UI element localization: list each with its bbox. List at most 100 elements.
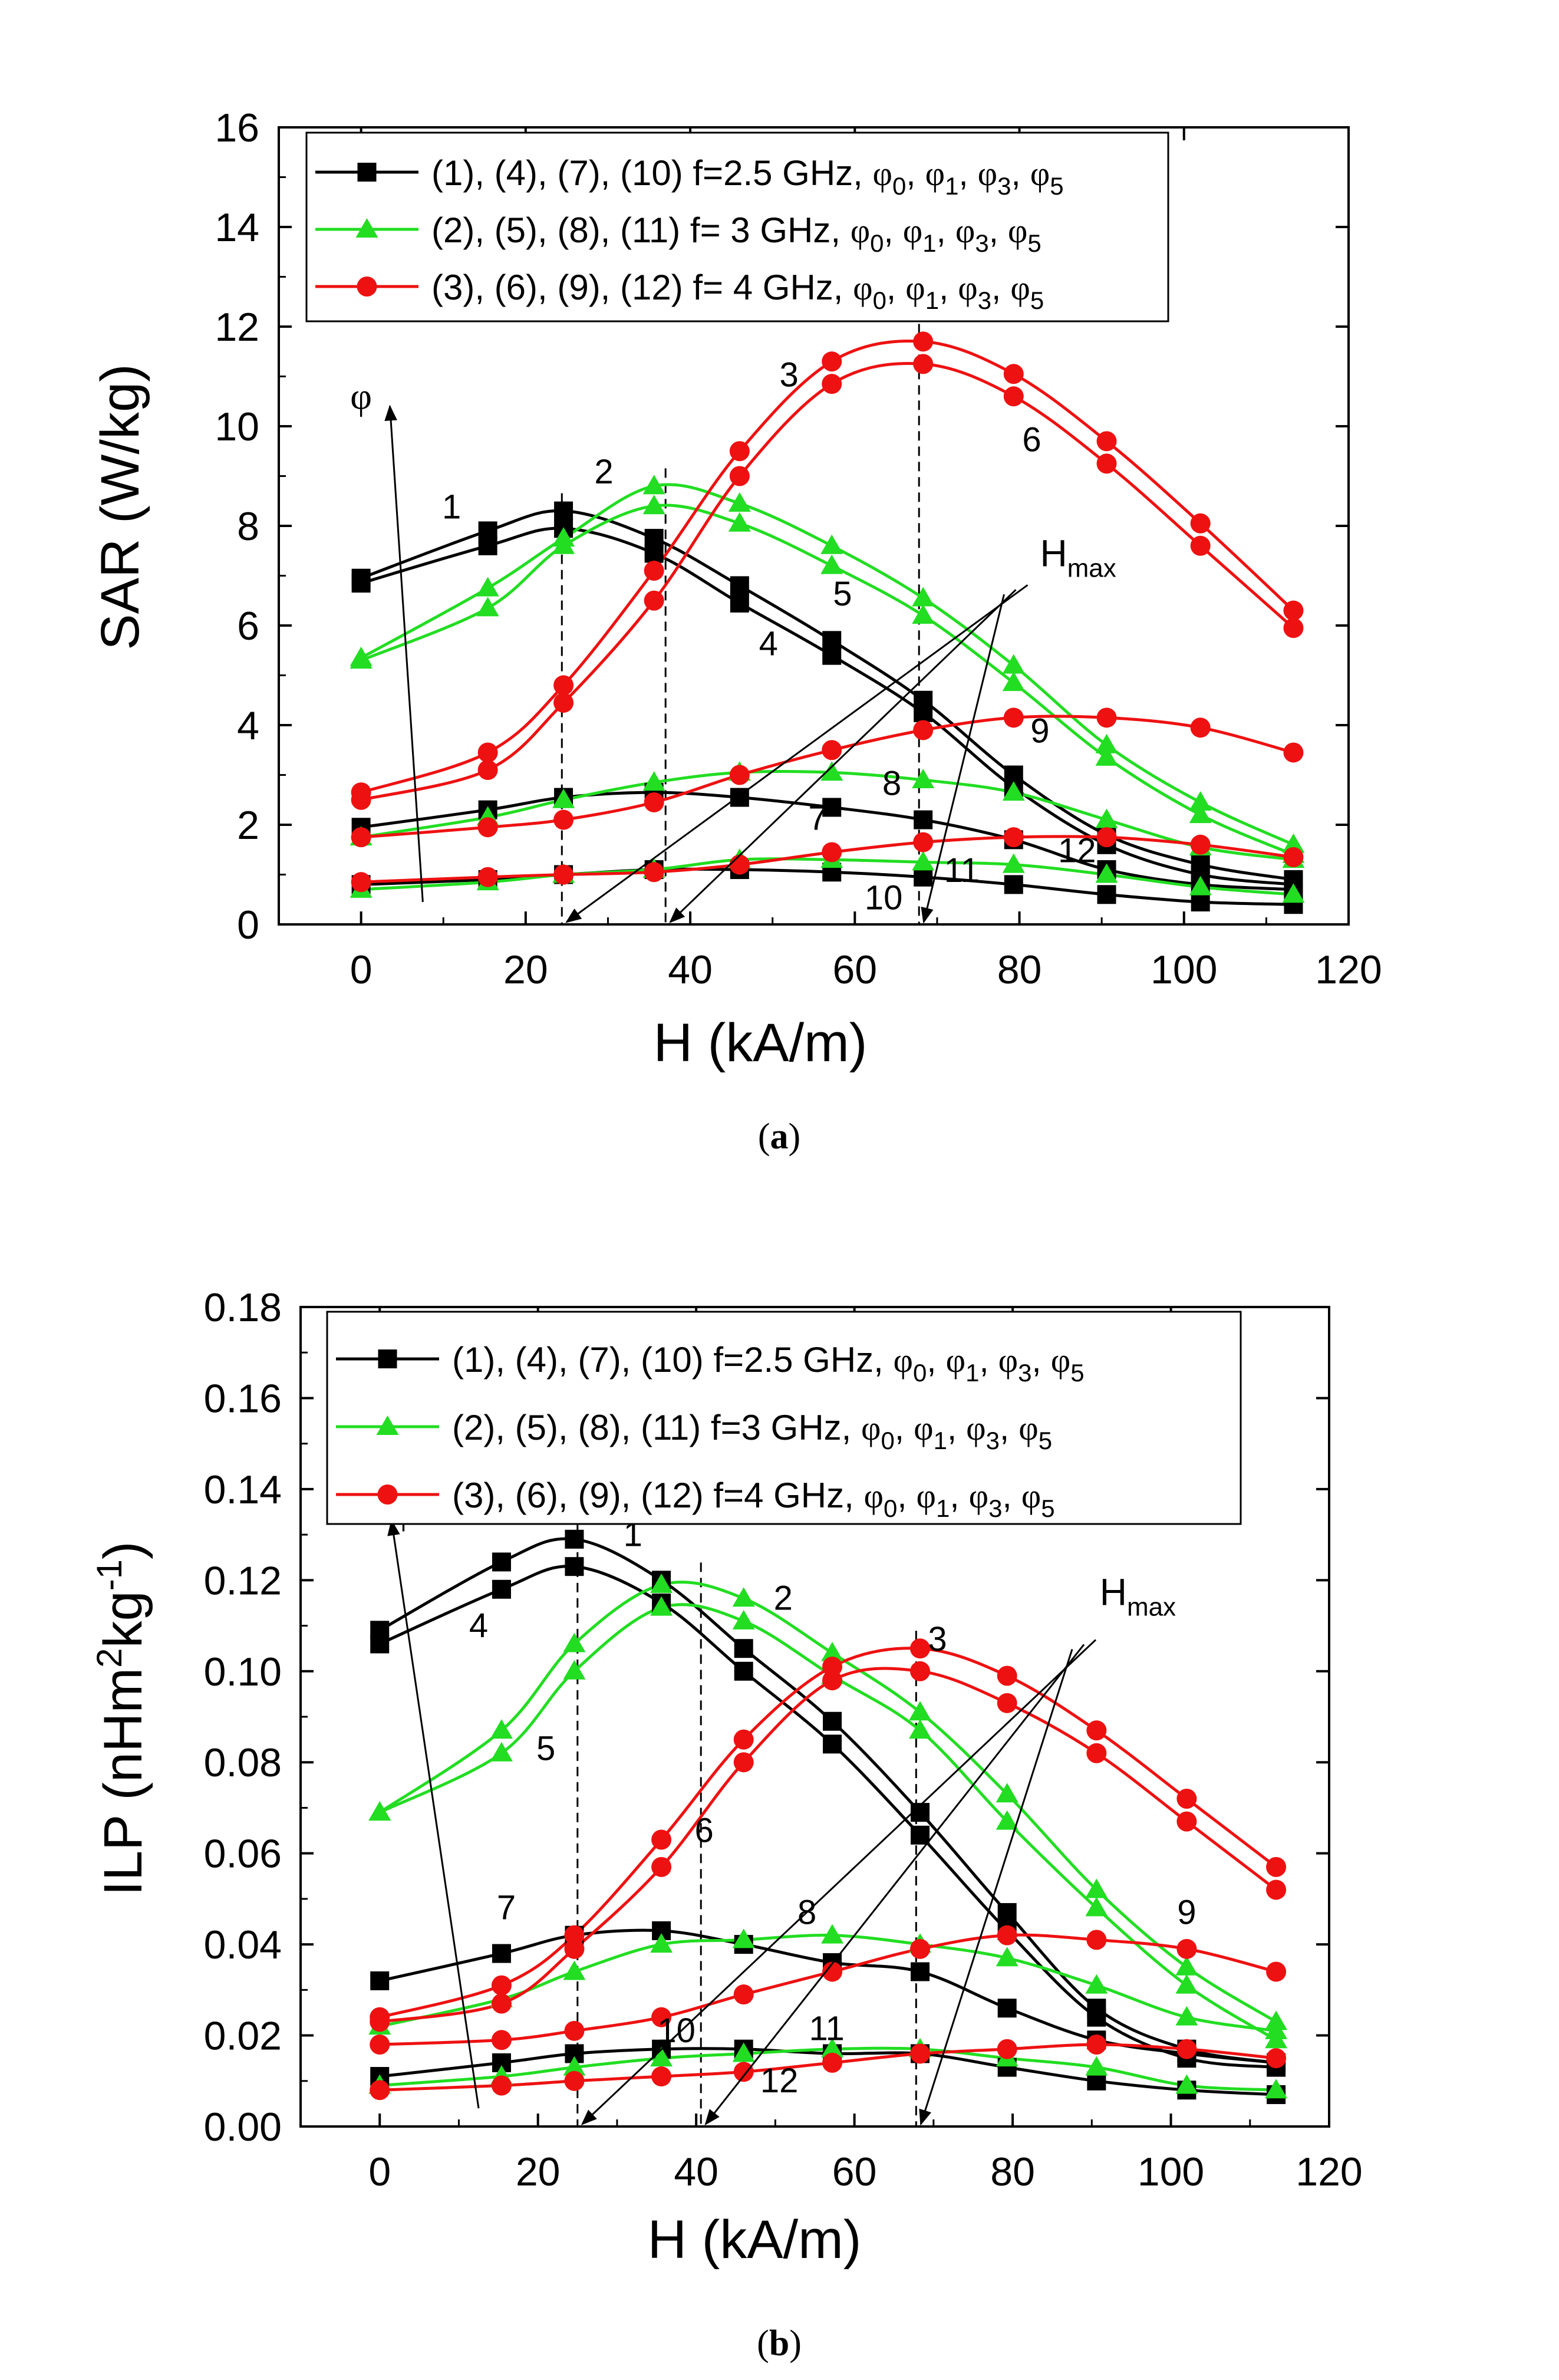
data-point-6 [1003, 386, 1024, 407]
data-point-11 [1175, 2074, 1198, 2094]
curve-label-3: 3 [928, 1620, 947, 1658]
data-point-5 [996, 1810, 1019, 1830]
data-point-3 [733, 1729, 754, 1750]
data-point-3 [729, 441, 750, 462]
data-point-4 [644, 544, 664, 563]
y-tick-label: 0.02 [204, 2014, 282, 2059]
data-point-7 [370, 1971, 390, 1990]
data-point-9 [1003, 707, 1024, 728]
x-tick-label: 60 [832, 947, 877, 992]
y-tick-label: 0.06 [204, 1832, 282, 1877]
data-point-9 [1283, 742, 1304, 763]
x-tick-label: 0 [368, 2149, 391, 2194]
data-point-2 [1189, 791, 1212, 811]
data-point-5 [728, 512, 751, 532]
data-point-5 [1189, 804, 1212, 824]
series-line-3 [379, 1647, 1277, 2019]
data-point-10 [1004, 875, 1023, 894]
y-tick-label: 0.04 [204, 1923, 282, 1967]
data-point-5 [350, 649, 373, 669]
data-point-5 [820, 554, 843, 574]
data-point-3 [1096, 431, 1117, 452]
data-point-3 [1003, 364, 1024, 384]
data-point-5 [909, 1719, 932, 1739]
curve-label-2: 2 [774, 1579, 793, 1618]
data-point-1 [730, 576, 749, 595]
data-point-7 [997, 1999, 1017, 2018]
curve-label-11: 11 [944, 851, 980, 890]
data-point-12 [729, 854, 750, 875]
data-point-6 [370, 2012, 390, 2032]
data-point-2 [909, 1701, 932, 1721]
y-tick-label: 0.08 [204, 1740, 282, 1785]
data-point-1 [554, 501, 573, 521]
data-point-12 [477, 867, 498, 887]
legend-entry: (1), (4), (7), (10) f=2.5 GHz, φ0, φ1, φ… [431, 153, 1064, 200]
caption-a: (a) [758, 1117, 800, 1157]
data-point-5 [642, 495, 665, 515]
data-point-10 [1097, 885, 1116, 904]
data-point-2 [728, 492, 751, 512]
data-point-10 [914, 867, 933, 887]
x-tick-label: 80 [990, 2149, 1035, 2194]
data-point-9 [733, 1984, 754, 2005]
data-point-11 [650, 2047, 673, 2067]
data-point-2 [1282, 833, 1305, 853]
x-tick-label: 40 [674, 2149, 718, 2194]
curve-label-8: 8 [882, 764, 901, 802]
curve-label-4: 4 [469, 1607, 488, 1645]
legend-marker [357, 163, 377, 182]
data-point-11 [821, 2037, 844, 2058]
data-point-3 [1176, 1789, 1197, 1809]
data-point-2 [650, 1574, 673, 1594]
data-point-8 [996, 1947, 1019, 1967]
data-point-1 [997, 1903, 1017, 1923]
phi-label: φ [350, 375, 372, 417]
y-tick-label: 12 [215, 305, 259, 350]
legend-entry: (2), (5), (8), (11) f=3 GHz, φ0, φ1, φ3,… [452, 1408, 1052, 1454]
hmax-arrow [565, 584, 1029, 923]
data-point-9 [351, 827, 371, 848]
data-point-5 [1002, 671, 1025, 692]
data-point-4 [822, 646, 842, 665]
data-point-5 [732, 1609, 755, 1630]
data-point-4 [565, 1557, 584, 1576]
data-point-5 [368, 1801, 391, 1821]
legend-entry: (3), (6), (9), (12) f= 4 GHz, φ0, φ1, φ3… [431, 268, 1044, 314]
curve-label-7: 7 [808, 799, 827, 837]
data-point-8 [912, 768, 935, 788]
data-point-9 [651, 2007, 672, 2027]
y-tick-label: 8 [237, 504, 259, 549]
data-point-8 [1175, 2006, 1198, 2026]
data-point-1 [823, 1711, 842, 1731]
data-point-12 [1096, 827, 1117, 848]
y-tick-label: 0.14 [204, 1467, 282, 1512]
data-point-8 [642, 771, 665, 791]
data-point-3 [553, 675, 574, 696]
data-point-5 [1085, 1897, 1108, 1917]
legend-marker [357, 276, 377, 297]
curve-label-6: 6 [694, 1811, 713, 1849]
curve-label-11: 11 [809, 2009, 845, 2047]
data-point-3 [651, 1829, 672, 1850]
data-point-9 [1096, 707, 1117, 728]
data-point-9 [1266, 1961, 1287, 1982]
legend-marker [378, 1349, 397, 1368]
annotation-arrows: Hmax [384, 404, 1116, 924]
data-point-6 [491, 1993, 512, 2014]
data-point-12 [1176, 2039, 1197, 2059]
data-point-9 [1190, 717, 1211, 738]
data-point-9 [822, 740, 842, 761]
data-point-10 [1191, 892, 1210, 911]
data-point-3 [822, 351, 842, 372]
data-point-12 [564, 2070, 585, 2091]
series-line-6 [379, 1667, 1277, 2023]
y-tick-label: 0.16 [204, 1376, 282, 1421]
data-point-6 [1176, 1811, 1197, 1832]
data-point-12 [651, 2066, 672, 2087]
data-point-2 [490, 1719, 513, 1739]
data-point-6 [1266, 1879, 1287, 1900]
